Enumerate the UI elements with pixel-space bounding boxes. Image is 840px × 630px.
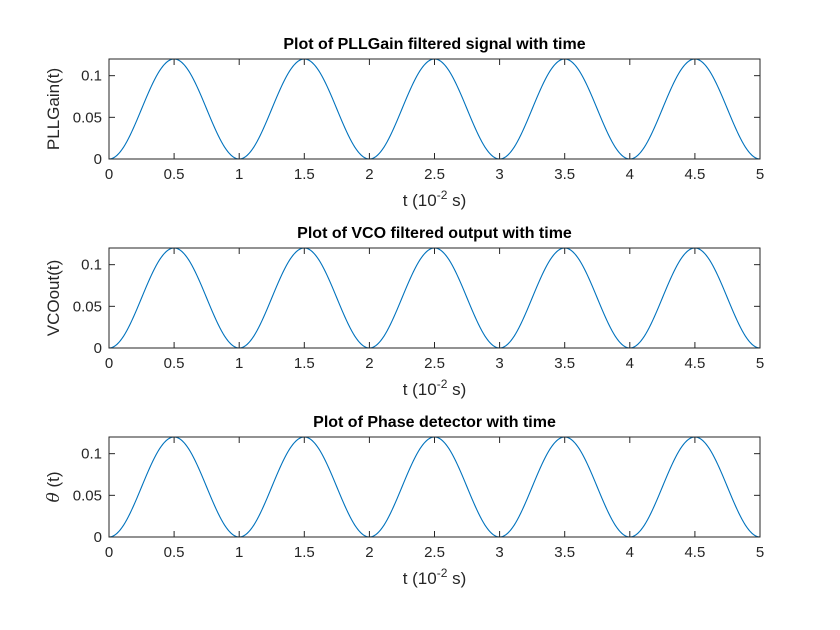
x-axis-label: t (10-2 s)	[403, 566, 467, 588]
chart-title: Plot of PLLGain filtered signal with tim…	[283, 36, 585, 53]
y-tick-label: 0.05	[73, 298, 102, 315]
x-tick-label: 2.5	[424, 544, 445, 561]
x-tick-label: 2	[365, 544, 373, 561]
subplot-1: 0 0.5 1 1.5 2 2.5 3 3.5 4 4.5 5 0 0.05 0.1 Plot of PLL…	[44, 36, 764, 210]
x-tick-label: 4	[626, 544, 634, 561]
x-tick-label: 1	[235, 355, 243, 372]
y-tick-label: 0	[94, 151, 102, 168]
x-tick-label: 3	[495, 166, 503, 183]
series-line-3-1	[108, 436, 761, 538]
y-tick-label: 0.05	[73, 109, 102, 126]
x-tick-label: 4	[626, 355, 634, 372]
y-tick-label: 0.1	[81, 257, 102, 274]
x-tick-label: 1.5	[294, 166, 315, 183]
x-tick-label: 3.5	[554, 544, 575, 561]
x-tick-label: 4	[626, 166, 634, 183]
y-tick-label: 0.05	[73, 487, 102, 504]
x-tick-label: 4.5	[684, 544, 705, 561]
x-tick-label: 0	[105, 355, 113, 372]
x-axis-label: t (10-2 s)	[403, 377, 467, 399]
x-axis-label: t (10-2 s)	[403, 188, 467, 210]
x-tick-label: 1	[235, 544, 243, 561]
y-tick-label: 0	[94, 529, 102, 546]
x-tick-label: 1.5	[294, 544, 315, 561]
x-tick-label: 0.5	[164, 166, 185, 183]
y-tick-label: 0	[94, 340, 102, 357]
x-tick-label: 2	[365, 355, 373, 372]
x-tick-label: 2.5	[424, 355, 445, 372]
x-tick-label: 0	[105, 544, 113, 561]
x-tick-label: 3.5	[554, 166, 575, 183]
y-tick-label: 0.1	[81, 446, 102, 463]
y-axis-label: PLLGain(t)	[44, 68, 63, 150]
x-tick-label: 3	[495, 544, 503, 561]
chart-title: Plot of Phase detector with time	[313, 414, 556, 431]
subplot-3: 0 0.5 1 1.5 2 2.5 3 3.5 4 4.5 5 0 0.05 0.1 Plot of Pha…	[44, 414, 764, 588]
x-tick-label: 2	[365, 166, 373, 183]
x-tick-label: 3	[495, 355, 503, 372]
x-tick-label: 4.5	[684, 166, 705, 183]
y-axis-label: θ (t)	[44, 471, 64, 502]
series-line-2-1	[108, 247, 761, 349]
x-tick-label: 5	[756, 355, 764, 372]
x-tick-label: 3.5	[554, 355, 575, 372]
x-tick-label: 1.5	[294, 355, 315, 372]
x-tick-label: 0.5	[164, 355, 185, 372]
y-tick-label: 0.1	[81, 68, 102, 85]
x-tick-label: 1	[235, 166, 243, 183]
x-tick-label: 5	[756, 544, 764, 561]
subplot-2: 0 0.5 1 1.5 2 2.5 3 3.5 4 4.5 5 0 0.05 0.1 Plot of VCO…	[44, 225, 764, 399]
x-tick-label: 5	[756, 166, 764, 183]
series-line-1-1	[108, 58, 761, 160]
y-axis-label: VCOout(t)	[44, 260, 63, 337]
x-tick-label: 2.5	[424, 166, 445, 183]
x-tick-label: 0	[105, 166, 113, 183]
x-tick-label: 0.5	[164, 544, 185, 561]
x-tick-label: 4.5	[684, 355, 705, 372]
chart-title: Plot of VCO filtered output with time	[297, 225, 572, 242]
